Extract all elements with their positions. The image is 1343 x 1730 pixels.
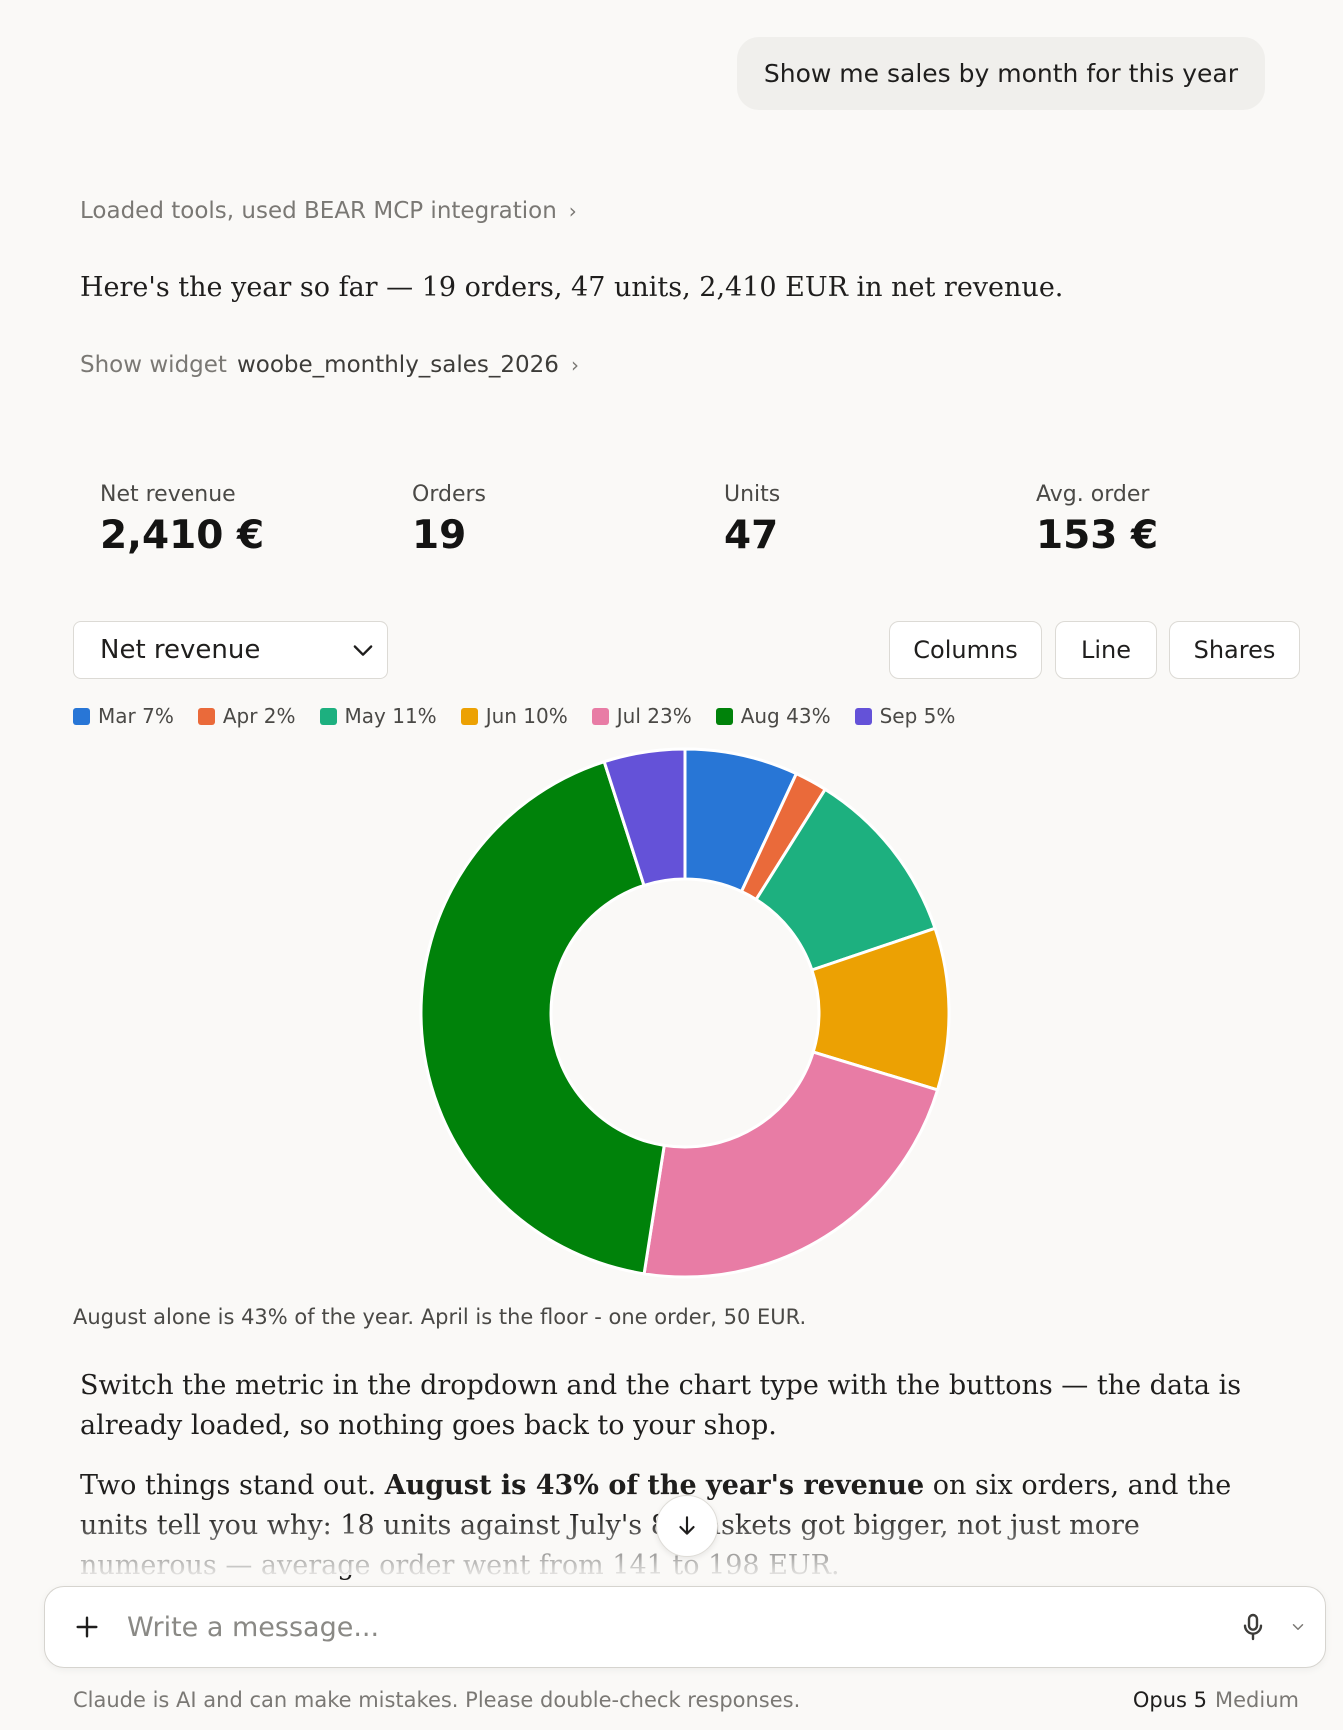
legend-swatch <box>197 707 215 725</box>
stat-units: Units 47 <box>724 482 780 558</box>
widget-prefix: Show widget <box>80 352 227 378</box>
user-message-text: Show me sales by month for this year <box>763 59 1238 88</box>
legend-label: Jun 10% <box>485 704 568 728</box>
legend-label: Apr 2% <box>222 704 296 728</box>
stat-label: Units <box>724 482 781 507</box>
stat-value: 2,410 € <box>100 513 265 558</box>
stat-value: 47 <box>724 513 779 558</box>
plus-icon[interactable] <box>71 1611 103 1643</box>
line-button[interactable]: Line <box>1055 621 1157 679</box>
model-name: Opus 5 <box>1132 1688 1208 1712</box>
legend-label: May 11% <box>344 704 437 728</box>
legend-item-aug: Aug 43% <box>715 704 831 728</box>
legend-item-may: May 11% <box>319 704 437 728</box>
legend-item-sep: Sep 5% <box>854 704 956 728</box>
assistant-intro: Here's the year so far — 19 orders, 47 u… <box>80 272 1064 303</box>
shares-button-label: Shares <box>1193 636 1276 664</box>
shares-button[interactable]: Shares <box>1169 621 1300 679</box>
widget-name: woobe_monthly_sales_2026 <box>236 352 559 378</box>
disclaimer-text: Claude is AI and can make mistakes. Plea… <box>73 1688 801 1712</box>
tools-disclosure-label: Loaded tools, used BEAR MCP integration <box>80 198 557 224</box>
chevron-down-icon[interactable] <box>1289 1618 1307 1636</box>
donut-slice-aug <box>419 759 666 1276</box>
arrow-down-icon <box>679 1516 695 1535</box>
chart-caption: August alone is 43% of the year. April i… <box>73 1305 807 1329</box>
model-selector[interactable]: Opus 5 Medium <box>1133 1688 1299 1712</box>
columns-button-label: Columns <box>913 636 1018 664</box>
stat-value: 19 <box>412 513 467 558</box>
legend-label: Sep 5% <box>879 704 956 728</box>
stat-avg-order: Avg. order 153 € <box>1036 482 1158 558</box>
legend-item-apr: Apr 2% <box>197 704 296 728</box>
metric-dropdown[interactable]: Net revenue <box>73 621 388 679</box>
paragraph-bold: August is 43% of the year's revenue <box>384 1470 925 1501</box>
legend-label: Mar 7% <box>98 704 174 728</box>
stat-orders: Orders 19 <box>412 482 486 558</box>
legend-swatch <box>854 707 872 725</box>
legend-label: Jul 23% <box>616 704 692 728</box>
legend-swatch <box>715 707 733 725</box>
metric-dropdown-value: Net revenue <box>100 635 261 665</box>
line-button-label: Line <box>1080 636 1131 664</box>
columns-button[interactable]: Columns <box>889 621 1042 679</box>
legend-swatch <box>319 707 337 725</box>
stat-label: Avg. order <box>1036 482 1150 507</box>
widget-disclosure[interactable]: Show widget woobe_monthly_sales_2026 › <box>80 352 579 378</box>
assistant-paragraph-1: Switch the metric in the dropdown and th… <box>80 1370 1242 1441</box>
stat-net-revenue: Net revenue 2,410 € <box>100 482 264 558</box>
microphone-icon[interactable] <box>1237 1611 1269 1643</box>
legend-swatch <box>591 707 609 725</box>
chevron-right-icon: › <box>568 199 577 223</box>
message-input[interactable]: Write a message... <box>127 1612 380 1643</box>
stat-label: Net revenue <box>100 482 236 507</box>
scroll-to-bottom-button[interactable] <box>656 1495 718 1557</box>
message-composer[interactable]: Write a message... <box>44 1586 1326 1668</box>
user-message-bubble: Show me sales by month for this year <box>736 37 1265 110</box>
chevron-right-icon: › <box>570 353 579 377</box>
donut-chart <box>419 747 951 1279</box>
model-effort: Medium <box>1215 1688 1299 1712</box>
legend-swatch <box>73 707 90 725</box>
donut-slice-sep <box>602 747 687 888</box>
legend-item-jul: Jul 23% <box>591 704 692 728</box>
chart-legend: Mar 7% Apr 2% May 11% Jun 10% Jul 23% Aug 43%… <box>73 704 979 728</box>
legend-item-mar: Mar 7% <box>73 704 174 728</box>
donut-slice-jul <box>642 1050 940 1279</box>
legend-swatch <box>460 707 478 725</box>
stat-value: 153 € <box>1036 513 1159 558</box>
chevron-down-icon <box>353 645 373 656</box>
stat-label: Orders <box>412 482 486 507</box>
legend-label: Aug 43% <box>740 704 831 728</box>
paragraph-lead: Two things stand out. <box>80 1470 385 1501</box>
tools-disclosure[interactable]: Loaded tools, used BEAR MCP integration › <box>80 198 577 224</box>
legend-item-jun: Jun 10% <box>460 704 568 728</box>
